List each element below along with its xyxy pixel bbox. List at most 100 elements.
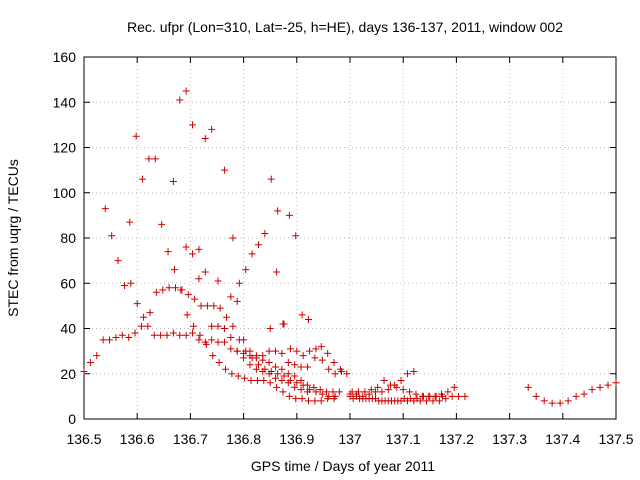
data-point	[279, 388, 287, 396]
data-point	[419, 392, 427, 400]
data-point	[273, 268, 281, 276]
data-point	[151, 155, 159, 163]
data-point	[278, 365, 286, 373]
data-point	[330, 395, 338, 403]
data-point	[293, 347, 301, 355]
data-point	[588, 386, 596, 394]
data-point	[387, 397, 395, 405]
data-point	[367, 386, 375, 394]
data-point	[356, 395, 364, 403]
data-point	[317, 343, 325, 351]
data-point	[112, 334, 120, 342]
data-point	[215, 358, 223, 366]
data-point	[152, 288, 160, 296]
data-point	[397, 377, 405, 385]
data-point	[279, 320, 287, 328]
data-point	[266, 379, 274, 387]
data-point	[157, 331, 165, 339]
data-point	[524, 383, 532, 391]
data-point	[318, 390, 326, 398]
data-point	[254, 241, 262, 249]
data-point	[145, 155, 153, 163]
y-tick-label: 80	[60, 230, 76, 246]
data-point	[444, 388, 452, 396]
data-point	[150, 331, 158, 339]
data-point	[172, 284, 180, 292]
data-point	[182, 87, 190, 95]
data-point	[93, 352, 101, 360]
data-point	[372, 388, 380, 396]
data-point	[209, 352, 217, 360]
data-point	[99, 336, 107, 344]
y-tick-label: 120	[53, 140, 77, 156]
data-point	[140, 313, 148, 321]
x-tick-label: 136.7	[173, 431, 208, 447]
y-axis-label: STEC from uqrg / TECUs	[5, 159, 21, 317]
x-tick-label: 136.6	[120, 431, 155, 447]
data-point	[336, 365, 344, 373]
data-point	[203, 302, 211, 310]
data-point	[210, 302, 218, 310]
data-point	[305, 397, 313, 405]
data-point	[291, 383, 299, 391]
data-point	[381, 397, 389, 405]
data-point	[261, 229, 269, 237]
data-point	[223, 313, 231, 321]
data-point	[201, 134, 209, 142]
data-point	[176, 96, 184, 104]
data-point	[343, 370, 351, 378]
data-point	[274, 370, 282, 378]
x-tick-label: 137.3	[492, 431, 527, 447]
data-point	[292, 232, 300, 240]
data-point	[604, 381, 612, 389]
data-point	[208, 336, 216, 344]
y-tick-label: 140	[53, 94, 77, 110]
data-point	[195, 336, 203, 344]
data-point	[169, 177, 177, 185]
data-point	[247, 377, 255, 385]
data-point	[259, 352, 267, 360]
data-point	[612, 379, 620, 387]
data-point	[170, 266, 178, 274]
data-point	[220, 338, 228, 346]
data-point	[298, 311, 306, 319]
data-point	[439, 392, 447, 400]
data-point	[284, 379, 292, 387]
y-tick-label: 0	[68, 411, 76, 427]
data-point	[165, 284, 173, 292]
data-point	[227, 293, 235, 301]
data-point	[229, 322, 237, 330]
data-point	[394, 397, 402, 405]
data-point	[214, 277, 222, 285]
data-point	[426, 392, 434, 400]
data-point	[399, 386, 407, 394]
data-point	[312, 345, 320, 353]
data-point	[325, 365, 333, 373]
data-point	[246, 361, 254, 369]
y-tick-label: 160	[53, 49, 77, 65]
data-point	[86, 358, 94, 366]
data-point	[252, 365, 260, 373]
data-point	[374, 383, 382, 391]
data-point	[324, 395, 332, 403]
data-point	[234, 372, 242, 380]
data-point	[131, 329, 139, 337]
data-point	[132, 132, 140, 140]
data-point	[305, 315, 313, 323]
x-tick-label: 136.9	[279, 431, 314, 447]
x-tick-label: 137	[338, 431, 362, 447]
data-point	[208, 125, 216, 133]
data-point	[158, 220, 166, 228]
data-point	[246, 347, 254, 355]
data-point	[378, 388, 386, 396]
data-point	[299, 381, 307, 389]
data-point	[202, 340, 210, 348]
data-point	[432, 392, 440, 400]
data-point	[176, 331, 184, 339]
data-point	[216, 304, 224, 312]
data-point	[182, 243, 190, 251]
y-tick-label: 60	[60, 275, 76, 291]
data-series	[80, 87, 620, 407]
data-point	[403, 370, 411, 378]
